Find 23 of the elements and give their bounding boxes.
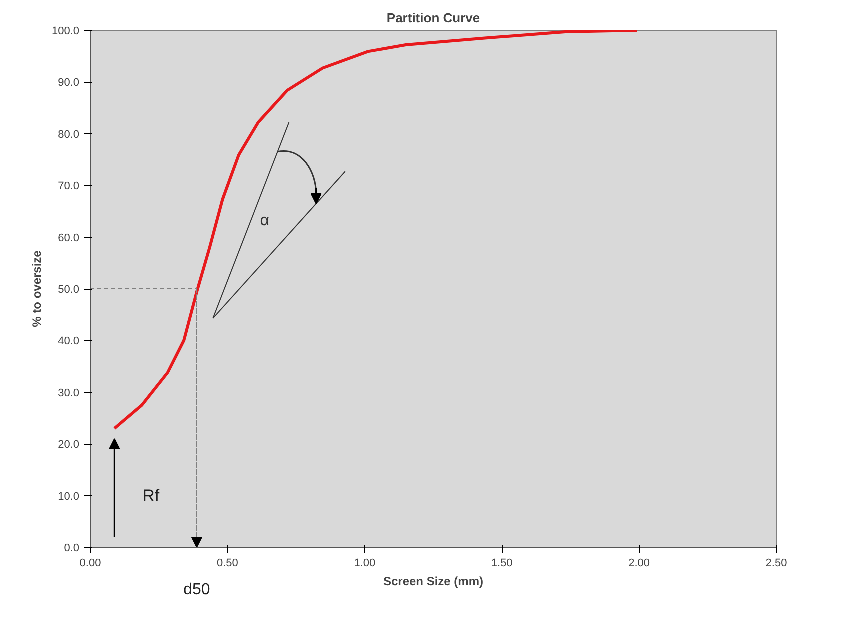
text: d50 <box>184 582 210 598</box>
x-tick-label: 0.00 <box>80 558 102 570</box>
y-axis-title: % to oversize <box>30 250 44 328</box>
y-tick-label: 40.0 <box>58 336 80 348</box>
x-tick-label: 0.50 <box>216 558 238 570</box>
y-tick-label: 100.0 <box>52 26 80 38</box>
annotation: Rf <box>142 486 160 506</box>
annotation: α <box>260 212 270 230</box>
y-tick-label: 50.0 <box>58 284 80 296</box>
y-tick-label: 20.0 <box>58 439 80 452</box>
y-tick-label: 70.0 <box>58 180 80 193</box>
x-tick-label: 2.00 <box>628 558 650 570</box>
y-tick-label: 10.0 <box>58 490 80 503</box>
x-tick-label: 1.00 <box>354 558 376 570</box>
x-tick-label: 2.50 <box>766 558 788 570</box>
y-tick-label: 80.0 <box>58 128 80 141</box>
y-tick-label: 90.0 <box>58 77 80 90</box>
y-tick-label: 0.0 <box>64 542 80 554</box>
x-tick-label: 1.50 <box>491 558 513 570</box>
y-tick-label: 30.0 <box>58 387 80 400</box>
y-tick-label: 60.0 <box>58 232 80 244</box>
chart-title: Partition Curve <box>386 10 480 26</box>
x-axis-title: Screen Size (mm) <box>383 574 484 588</box>
